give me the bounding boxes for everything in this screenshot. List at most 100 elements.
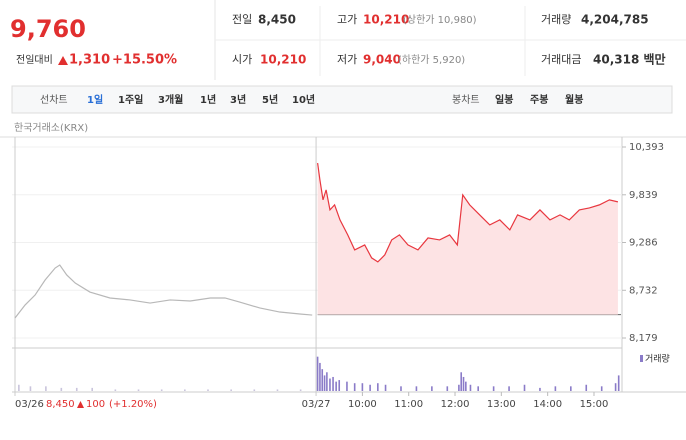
y-tick-label: 8,179: [629, 333, 658, 344]
x-tick-label: 11:00: [394, 399, 423, 410]
tab[interactable]: 일봉: [495, 93, 513, 106]
y-tick-label: 10,393: [629, 142, 664, 153]
tab-group-label: 선차트: [40, 94, 68, 106]
volume-bar: [91, 387, 93, 391]
volume-bar: [477, 386, 479, 391]
legend-label: 거래량: [645, 353, 670, 365]
volume-bar: [335, 381, 337, 391]
volume-bar: [253, 389, 256, 391]
y-tick-label: 9,839: [629, 190, 658, 201]
volume-bar: [321, 369, 324, 391]
price: 9,760: [10, 15, 86, 43]
volume-bar: [353, 383, 356, 391]
price-line: [317, 162, 619, 263]
info-label: 고가: [337, 13, 357, 26]
volume-bar: [617, 375, 620, 391]
volume-bar: [523, 384, 526, 391]
info-value: 9,040: [363, 53, 401, 67]
volume-bar: [554, 386, 557, 391]
volume-bar: [458, 384, 460, 391]
x-tick-label: 03/27: [302, 399, 331, 410]
volume-bar: [137, 389, 140, 391]
info-label: 전일: [232, 12, 252, 26]
volume-bar: [299, 389, 302, 391]
info-value: 4,204,785: [581, 13, 649, 27]
volume-bar: [160, 389, 163, 391]
volume-bar: [75, 387, 78, 391]
volume-bar: [446, 386, 449, 391]
info-label: 시가: [232, 53, 252, 66]
x-tick-label: 10:00: [348, 399, 377, 410]
volume-bar: [45, 386, 47, 391]
volume-bar: [332, 376, 334, 391]
volume-bar: [329, 378, 331, 391]
volume-bar: [539, 387, 541, 391]
x-tick-label: 13:00: [487, 399, 516, 410]
volume-bar: [230, 389, 232, 391]
volume-bar: [29, 386, 32, 391]
volume-bar: [338, 380, 341, 391]
volume-bar: [323, 375, 326, 391]
x-tick-label: 14:00: [533, 399, 562, 410]
tab[interactable]: 주봉: [530, 94, 548, 106]
volume-bar: [18, 384, 20, 391]
tab-group-label: 봉차트: [452, 94, 480, 106]
volume-bar: [319, 362, 321, 391]
tab[interactable]: 월봉: [565, 94, 583, 106]
x-tick-label: 03/26: [15, 399, 44, 410]
volume-bar: [361, 383, 364, 391]
volume-bar: [431, 386, 433, 391]
tab[interactable]: 3개월: [158, 93, 183, 106]
volume-bar: [377, 383, 379, 391]
source: 한국거래소(KRX): [14, 122, 88, 134]
prev-close: 8,450: [46, 399, 75, 410]
tab[interactable]: 3년: [230, 93, 246, 106]
change: 1,310: [69, 53, 110, 68]
volume-bar: [460, 372, 463, 391]
tab-bar: [11, 85, 673, 114]
volume-bar: [600, 386, 603, 391]
volume-bar: [462, 376, 465, 391]
y-tick-label: 9,286: [629, 238, 658, 249]
volume-bar: [465, 381, 467, 391]
volume-bar: [316, 356, 319, 391]
volume-bar: [492, 386, 495, 391]
volume-bar: [207, 389, 209, 391]
tab[interactable]: 5년: [262, 93, 278, 106]
volume-bar: [60, 387, 63, 391]
tab[interactable]: 1일: [87, 93, 103, 106]
info-value: 10,210: [260, 53, 306, 67]
area: [317, 163, 618, 315]
volume-bar: [469, 384, 472, 391]
volume-bar: [346, 381, 348, 391]
info-label: 거래량: [541, 13, 571, 26]
chart-layer: 전일 8,450 고가 10,210 (상한가 10,980) 거래량 4,204,785 시…: [12, 12, 666, 410]
legend-swatch: [640, 355, 643, 362]
up-icon: [58, 56, 68, 65]
x-tick-label: 15:00: [580, 399, 609, 410]
change-label: 전일대비: [16, 54, 53, 66]
prev-change-pct: (+1.20%): [109, 399, 157, 410]
volume-bar: [184, 389, 186, 391]
volume-bar: [508, 386, 510, 391]
volume-bar: [384, 384, 387, 391]
volume-bar: [326, 372, 328, 391]
volume-bar: [614, 383, 617, 391]
info-value: 40,318 백만: [593, 52, 666, 67]
info-value: 8,450: [258, 13, 296, 27]
tab[interactable]: 1주일: [118, 93, 143, 106]
tab[interactable]: 1년: [200, 93, 216, 106]
volume-bar: [400, 386, 402, 391]
info-label: 거래대금: [541, 53, 581, 66]
volume-bar: [415, 386, 418, 391]
price-line: [14, 264, 313, 319]
volume-bar: [585, 384, 588, 391]
up-icon: [77, 401, 84, 408]
info-note: (상한가 10,980): [403, 14, 477, 26]
x-tick-label: 12:00: [441, 399, 470, 410]
info-note: (하한가 5,920): [398, 53, 465, 66]
volume-bar: [369, 384, 371, 391]
tab[interactable]: 10년: [292, 93, 315, 106]
